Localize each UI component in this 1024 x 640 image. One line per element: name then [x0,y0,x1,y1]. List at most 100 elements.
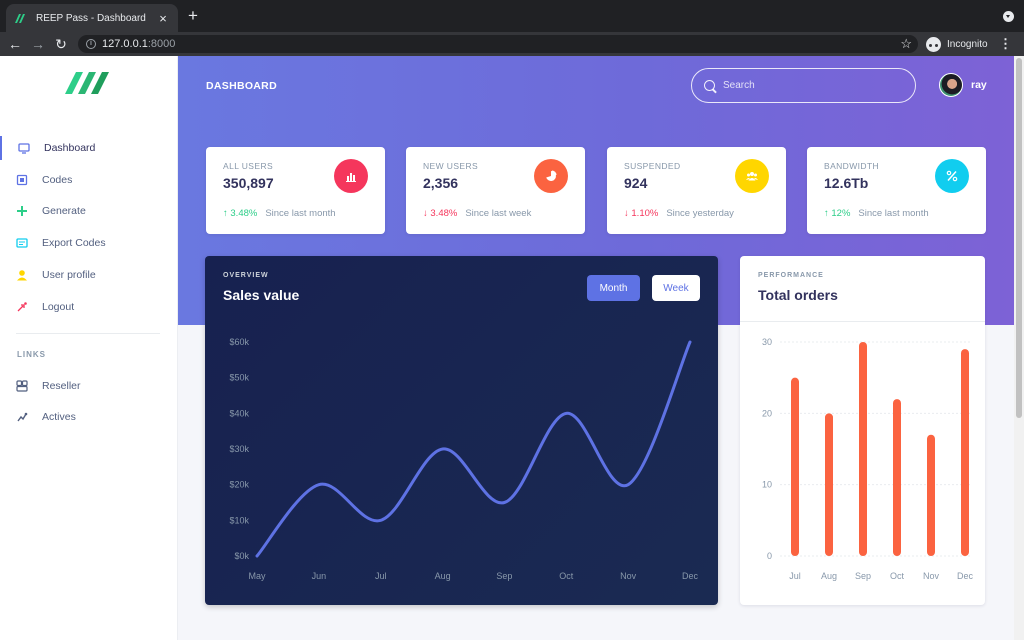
brand-logo[interactable] [64,68,114,96]
sales-kicker: OVERVIEW [223,272,269,279]
bookmark-star-icon[interactable]: ☆ [900,36,912,51]
stat-value: 12.6Tb [824,175,869,191]
incognito-icon [926,36,941,52]
scrollbar-thumb[interactable] [1016,58,1022,418]
browser-tab[interactable]: REEP Pass - Dashboard × [6,4,178,32]
search-icon [704,80,715,91]
x-tick-label: May [248,571,266,581]
bar-chart-icon [334,159,368,193]
x-tick-label: Oct [890,571,905,581]
monitor-icon [18,142,30,154]
stat-value: 924 [624,175,648,191]
stat-title: SUSPENDED [624,161,681,171]
y-tick-label: $0k [234,551,249,561]
y-tick-label: 20 [762,408,772,418]
sidebar-link-label: Actives [42,411,76,423]
orders-kicker: PERFORMANCE [758,272,824,279]
sidebar-item-label: Dashboard [44,142,96,154]
sidebar-link-actives[interactable]: Actives [0,405,178,429]
order-bar [859,342,867,556]
code-icon [16,174,28,186]
stat-value: 2,356 [423,175,459,191]
sidebar-item-dashboard[interactable]: Dashboard [0,136,178,160]
user-menu[interactable]: ray [939,73,987,97]
sidebar: Dashboard Codes Generate Export Codes User p… [0,56,178,640]
month-button[interactable]: Month [587,275,640,301]
sidebar-item-codes[interactable]: Codes [0,168,178,192]
reseller-icon [16,380,28,392]
stat-change-value: 12% [831,208,851,219]
stat-change: ↓ 1.10% [624,208,658,219]
reload-icon[interactable]: ↻ [55,36,67,52]
sidebar-item-label: User profile [42,269,96,281]
y-tick-label: 30 [762,337,772,347]
sidebar-item-label: Logout [42,301,75,313]
x-tick-label: Aug [435,571,451,581]
pie-chart-icon [534,159,568,193]
orders-bar-chart: 0 10 20 30 Jul Aug Sep Oct Nov Dec [762,337,974,581]
week-button[interactable]: Week [652,275,700,301]
search-box[interactable] [691,68,916,103]
stat-footer: ↓ 1.10% Since yesterday [624,208,734,219]
y-tick-label: $10k [229,515,249,525]
back-arrow-icon[interactable]: ← [8,36,22,52]
export-icon [16,237,28,249]
address-bar[interactable]: i 127.0.0.1 :8000 ☆ [78,35,918,53]
url-host: 127.0.0.1 [102,38,148,50]
sidebar-divider [16,333,160,334]
stat-card: SUSPENDED 924 ↓ 1.10% Since yesterday [607,147,786,234]
total-orders-card: PERFORMANCE Total orders 0 10 20 30 Jul Aug Se… [740,256,985,605]
arrow-down-icon: ↓ [624,208,629,219]
stat-since: Since last month [265,208,336,219]
x-tick-label: Nov [923,571,940,581]
site-info-icon[interactable]: i [86,39,96,49]
x-tick-label: Sep [855,571,871,581]
new-tab-icon[interactable]: + [188,6,198,25]
stat-title: ALL USERS [223,161,274,171]
stat-card: BANDWIDTH 12.6Tb ↑ 12% Since last month [807,147,986,234]
stat-change: ↑ 12% [824,208,850,219]
sales-value-card: OVERVIEW Sales value Month Week $0k $10k $… [205,256,718,605]
tab-search-icon[interactable] [1003,11,1014,22]
stat-change-value: 3.48% [230,208,258,219]
main-content: DASHBOARD ray ALL USERS 350,897 ↑ 3.48% Sin… [178,56,1014,640]
search-input[interactable] [723,80,903,91]
arrow-up-icon: ↑ [223,208,228,219]
order-bar [825,413,833,556]
sidebar-item-logout[interactable]: Logout [0,295,178,319]
y-tick-label: $30k [229,444,249,454]
order-bar [791,377,799,556]
x-tick-label: Jul [789,571,801,581]
stat-card: ALL USERS 350,897 ↑ 3.48% Since last month [206,147,385,234]
stat-title: NEW USERS [423,161,479,171]
sidebar-item-label: Codes [42,174,73,186]
stat-since: Since yesterday [666,208,734,219]
tab-title: REEP Pass - Dashboard [36,12,146,24]
stat-title: BANDWIDTH [824,161,880,171]
close-tab-icon[interactable]: × [159,10,167,26]
stat-change: ↑ 3.48% [223,208,257,219]
arrow-up-icon: ↑ [824,208,829,219]
reep-favicon-icon [15,14,25,23]
user-icon [16,269,28,281]
sales-series-line [255,340,692,558]
forward-arrow-icon[interactable]: → [31,36,45,52]
y-tick-label: $40k [229,408,249,418]
sidebar-item-label: Generate [42,205,86,217]
y-tick-label: 0 [767,551,772,561]
sidebar-item-generate[interactable]: Generate [0,199,178,223]
sidebar-item-export-codes[interactable]: Export Codes [0,231,178,255]
x-tick-label: Sep [496,571,512,581]
user-name: ray [971,79,987,91]
incognito-indicator[interactable]: Incognito [926,35,988,53]
sales-title: Sales value [223,287,300,303]
url-port: :8000 [147,38,176,50]
browser-menu-icon[interactable]: ⋮ [999,36,1012,51]
order-bar [927,434,935,556]
y-tick-label: 10 [762,480,772,490]
x-tick-label: Jun [312,571,327,581]
avatar [939,73,963,97]
browser-tab-bar: REEP Pass - Dashboard × + [0,0,1024,32]
sidebar-link-reseller[interactable]: Reseller [0,374,178,398]
sidebar-item-user-profile[interactable]: User profile [0,263,178,287]
